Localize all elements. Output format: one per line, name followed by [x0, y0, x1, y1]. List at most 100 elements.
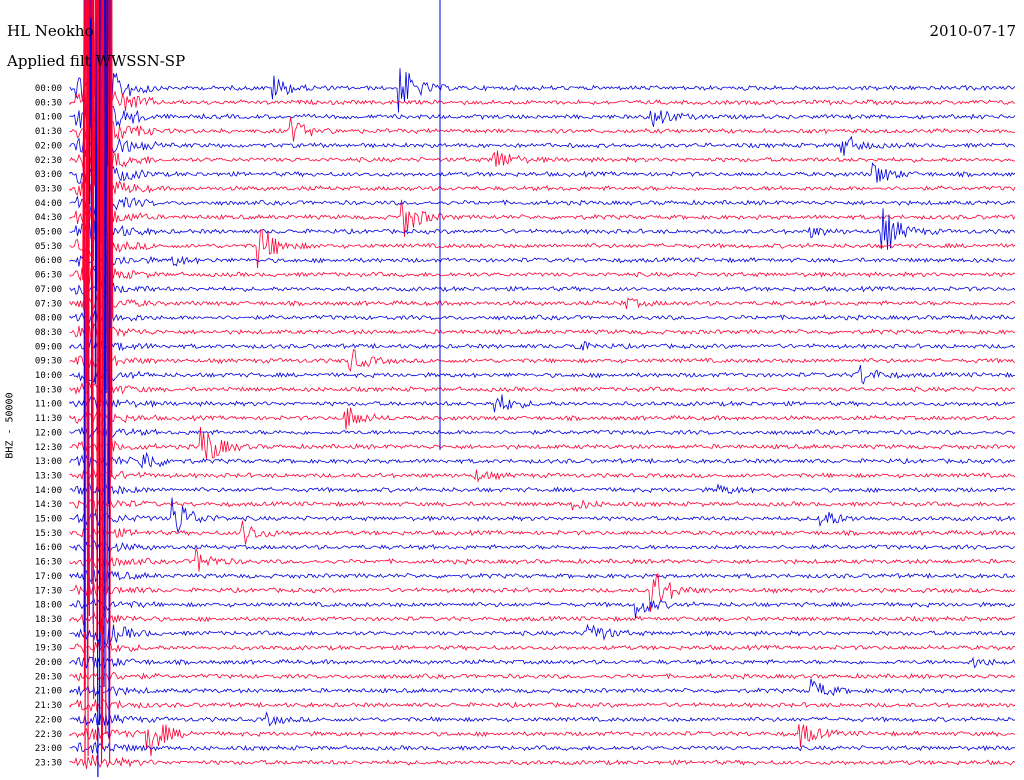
row-time-label: 04:00: [35, 199, 62, 209]
row-time-label: 09:00: [35, 342, 62, 352]
y-axis-label: BHZ - 50000: [4, 392, 16, 459]
row-time-label: 02:00: [35, 141, 62, 151]
trace-line: [69, 199, 1016, 237]
major-event-stroke: [83, 0, 87, 311]
row-time-label: 15:00: [35, 515, 62, 525]
row-time-label: 13:30: [35, 471, 62, 481]
row-time-label: 15:30: [35, 529, 62, 539]
trace-line: [69, 293, 1016, 311]
trace-line: [69, 698, 1016, 712]
trace-line: [69, 755, 1016, 769]
row-time-label: 10:00: [35, 371, 62, 381]
major-event-stroke: [106, 0, 110, 594]
row-time-label: 03:30: [35, 184, 62, 194]
trace-line: [69, 117, 1016, 149]
row-time-label: 17:00: [35, 572, 62, 582]
row-time-label: 21:00: [35, 687, 62, 697]
row-time-label: 18:30: [35, 615, 62, 625]
row-time-label: 08:00: [35, 314, 62, 324]
trace-line: [69, 498, 1016, 514]
row-time-label: 17:30: [35, 586, 62, 596]
trace-line: [69, 656, 1016, 670]
trace-line: [69, 611, 1016, 626]
trace-line: [69, 349, 1016, 373]
row-time-label: 16:30: [35, 558, 62, 568]
trace-line: [69, 364, 1016, 385]
trace-line: [69, 252, 1016, 273]
row-time-label: 00:30: [35, 98, 62, 108]
trace-line: [69, 143, 1016, 172]
trace-line: [69, 338, 1016, 354]
major-event-stroke: [104, 0, 107, 394]
trace-line: [69, 193, 1016, 216]
row-time-label: 08:30: [35, 328, 62, 338]
date-label: 2010-07-17: [929, 22, 1016, 40]
trace-line: [69, 279, 1016, 298]
trace-line: [69, 229, 1016, 269]
major-event-stroke: [102, 0, 104, 220]
trace-line: [69, 573, 1016, 612]
row-time-label: 23:30: [35, 758, 62, 768]
trace-line: [69, 394, 1016, 413]
major-event-stroke: [91, 0, 94, 585]
row-time-label: 07:30: [35, 299, 62, 309]
row-time-label: 06:00: [35, 256, 62, 266]
row-time-label: 22:00: [35, 715, 62, 725]
trace-line: [69, 539, 1016, 553]
row-time-label: 13:00: [35, 457, 62, 467]
trace-line: [69, 81, 1015, 124]
trace-line: [69, 323, 1016, 340]
row-time-label: 05:30: [35, 242, 62, 252]
major-event-stroke: [87, 0, 90, 617]
major-event-stroke: [87, 0, 90, 189]
trace-line: [69, 548, 1016, 572]
trace-line: [69, 175, 1016, 200]
row-time-label: 20:00: [35, 658, 62, 668]
row-time-label: 01:30: [35, 127, 62, 137]
row-time-label: 00:00: [35, 84, 62, 94]
row-time-label: 21:30: [35, 701, 62, 711]
row-time-label: 22:30: [35, 730, 62, 740]
row-time-label: 20:30: [35, 672, 62, 682]
row-time-label: 07:00: [35, 285, 62, 295]
trace-line: [69, 265, 1016, 284]
row-time-label: 19:00: [35, 629, 62, 639]
row-time-label: 01:00: [35, 113, 62, 123]
row-time-label: 03:00: [35, 170, 62, 180]
trace-line: [69, 467, 1016, 483]
trace-line: [69, 641, 1016, 654]
row-time-label: 12:30: [35, 443, 62, 453]
major-event-stroke: [105, 0, 109, 382]
trace-line: [69, 678, 1016, 698]
row-time-label: 06:30: [35, 271, 62, 281]
trace-line: [69, 520, 1016, 545]
row-time-label: 18:00: [35, 601, 62, 611]
trace-line: [69, 208, 1016, 250]
row-time-label: 02:30: [35, 156, 62, 166]
filter-subtitle: Applied filt WWSSN-SP: [7, 52, 186, 70]
trace-line: [69, 426, 1016, 460]
trace-line: [69, 617, 1016, 652]
row-time-label: 11:00: [35, 400, 62, 410]
row-time-label: 10:30: [35, 385, 62, 395]
trace-line: [69, 308, 1016, 325]
trace-line: [69, 381, 1016, 396]
trace-line: [69, 68, 1016, 113]
trace-line: [69, 129, 1016, 157]
trace-line: [69, 569, 1016, 583]
trace-line: [69, 483, 1016, 498]
row-time-label: 05:00: [35, 228, 62, 238]
row-time-label: 11:30: [35, 414, 62, 424]
row-time-label: 19:30: [35, 644, 62, 654]
trace-line: [69, 724, 1016, 757]
station-title: HL Neokho: [7, 22, 94, 40]
trace-line: [69, 741, 1015, 754]
major-event-stroke: [93, 0, 97, 98]
trace-line: [69, 425, 1016, 440]
row-time-label: 23:00: [35, 744, 62, 754]
row-time-label: 14:30: [35, 500, 62, 510]
row-time-label: 14:00: [35, 486, 62, 496]
trace-line: [69, 451, 1016, 470]
major-event-stroke: [96, 0, 99, 147]
